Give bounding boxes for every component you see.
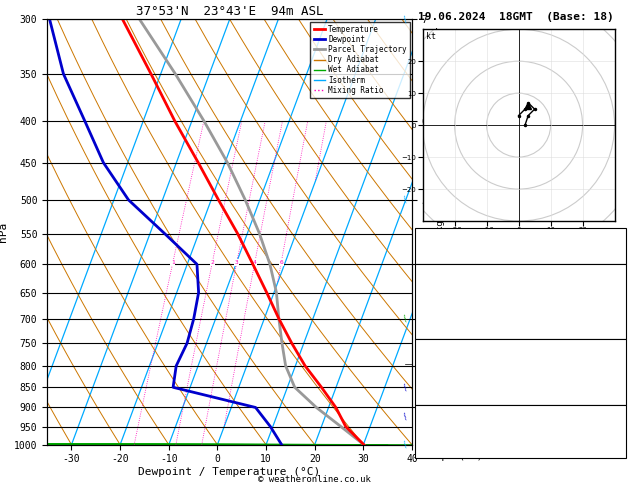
Text: 1: 1 (171, 260, 175, 265)
Text: 4: 4 (253, 260, 257, 265)
Text: kt: kt (426, 32, 436, 41)
Text: CIN (J): CIN (J) (418, 332, 459, 342)
Text: θₑ (K): θₑ (K) (418, 364, 454, 374)
Title: 37°53'N  23°43'E  94m ASL: 37°53'N 23°43'E 94m ASL (136, 5, 323, 18)
Text: Most Unstable: Most Unstable (482, 344, 559, 354)
Text: 2: 2 (557, 311, 562, 321)
Text: 0: 0 (557, 321, 562, 331)
Text: Pressure (mb): Pressure (mb) (418, 353, 494, 363)
Text: 331: 331 (557, 364, 574, 374)
Text: CAPE (J): CAPE (J) (418, 321, 465, 331)
Text: /: / (402, 382, 409, 392)
Text: /: / (402, 440, 409, 449)
Text: /: / (402, 15, 409, 24)
Legend: Temperature, Dewpoint, Parcel Trajectory, Dry Adiabat, Wet Adiabat, Isotherm, Mi: Temperature, Dewpoint, Parcel Trajectory… (311, 22, 409, 98)
Text: 331: 331 (557, 300, 574, 310)
Text: Temp (°C): Temp (°C) (418, 278, 471, 289)
Text: Lifted Index: Lifted Index (418, 311, 489, 321)
Text: CIN (J): CIN (J) (418, 396, 459, 406)
Text: 12: 12 (557, 451, 569, 461)
Text: StmSpd (kt): StmSpd (kt) (418, 451, 483, 461)
Text: 1.72: 1.72 (557, 257, 580, 267)
Text: 30.1: 30.1 (557, 278, 580, 289)
Text: Totals Totals: Totals Totals (418, 245, 494, 255)
Text: 40: 40 (557, 245, 569, 255)
Text: Lifted Index: Lifted Index (418, 374, 489, 384)
Text: Mixing Ratio (g/kg): Mixing Ratio (g/kg) (436, 215, 445, 317)
Text: K: K (418, 233, 424, 243)
Text: Hodograph: Hodograph (494, 410, 547, 420)
Text: /: / (402, 195, 409, 205)
Text: © weatheronline.co.uk: © weatheronline.co.uk (258, 474, 371, 484)
Text: 2: 2 (557, 374, 562, 384)
Text: 6: 6 (279, 260, 283, 265)
Text: 6: 6 (557, 233, 562, 243)
Text: 143: 143 (557, 418, 574, 429)
Text: 76: 76 (557, 429, 569, 439)
Text: Dewp (°C): Dewp (°C) (418, 289, 471, 299)
Text: 3: 3 (235, 260, 238, 265)
Text: 0: 0 (557, 385, 562, 395)
Text: θₑ(K): θₑ(K) (418, 300, 448, 310)
Text: StmDir: StmDir (418, 440, 454, 450)
X-axis label: Dewpoint / Temperature (°C): Dewpoint / Temperature (°C) (138, 467, 321, 477)
Text: /: / (402, 413, 409, 422)
Text: 0: 0 (557, 332, 562, 342)
Text: PW (cm): PW (cm) (418, 257, 459, 267)
Text: 0: 0 (557, 396, 562, 406)
Text: 62°: 62° (557, 440, 574, 450)
Text: 1004: 1004 (557, 353, 580, 363)
Text: 13.2: 13.2 (557, 289, 580, 299)
Y-axis label: km
ASL: km ASL (432, 28, 450, 50)
Text: LCL: LCL (420, 359, 434, 368)
Y-axis label: hPa: hPa (0, 222, 8, 242)
Text: CAPE (J): CAPE (J) (418, 385, 465, 395)
Text: /: / (402, 314, 409, 323)
Text: 2: 2 (211, 260, 214, 265)
Text: 19.06.2024  18GMT  (Base: 18): 19.06.2024 18GMT (Base: 18) (418, 12, 614, 22)
Text: Surface: Surface (500, 269, 541, 279)
Text: SREH: SREH (418, 429, 442, 439)
Text: EH: EH (418, 418, 430, 429)
